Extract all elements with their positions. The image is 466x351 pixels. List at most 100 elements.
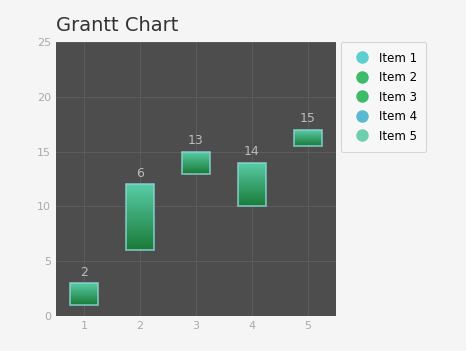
Bar [126, 210, 154, 211]
Bar [238, 192, 266, 193]
Text: 14: 14 [244, 145, 260, 158]
Bar [126, 225, 154, 226]
Bar [238, 184, 266, 185]
Bar [126, 220, 154, 221]
Bar [126, 232, 154, 233]
Bar [238, 181, 266, 182]
Bar [126, 214, 154, 215]
Bar [126, 226, 154, 227]
Bar [126, 200, 154, 201]
Bar [238, 193, 266, 194]
Bar [238, 163, 266, 164]
Bar [238, 202, 266, 203]
Bar [126, 242, 154, 243]
Bar [238, 200, 266, 201]
Bar [238, 178, 266, 179]
Bar [126, 185, 154, 186]
Bar [126, 245, 154, 246]
Bar [238, 197, 266, 198]
Bar [238, 171, 266, 172]
Bar [238, 185, 266, 186]
Bar [238, 182, 266, 183]
Bar [238, 183, 266, 184]
Text: 13: 13 [188, 134, 204, 147]
Bar [126, 186, 154, 187]
Bar [238, 194, 266, 195]
Bar [238, 205, 266, 206]
Bar [238, 191, 266, 192]
Bar [126, 205, 154, 206]
Bar [238, 170, 266, 171]
Bar [126, 192, 154, 193]
Bar [238, 190, 266, 191]
Bar [238, 186, 266, 187]
Bar [238, 176, 266, 177]
Bar [126, 198, 154, 199]
Text: 6: 6 [136, 167, 144, 180]
Bar [126, 222, 154, 223]
Bar [238, 195, 266, 196]
Bar [126, 204, 154, 205]
Bar [238, 163, 266, 206]
Text: Grantt Chart: Grantt Chart [56, 16, 178, 35]
Bar [126, 249, 154, 250]
Bar [126, 247, 154, 248]
Bar [126, 215, 154, 216]
Bar [238, 164, 266, 165]
Bar [126, 206, 154, 207]
Bar [238, 188, 266, 189]
Text: 2: 2 [80, 266, 88, 279]
Bar [238, 180, 266, 181]
Bar [126, 217, 154, 218]
Bar [126, 194, 154, 195]
Bar [126, 202, 154, 203]
Bar [126, 188, 154, 190]
Bar [238, 179, 266, 180]
Bar [126, 193, 154, 194]
Bar [126, 209, 154, 210]
Bar [238, 175, 266, 176]
Bar [238, 169, 266, 170]
Bar [126, 243, 154, 244]
Bar [238, 173, 266, 174]
Bar [238, 189, 266, 190]
Bar [238, 166, 266, 167]
Bar [294, 130, 322, 146]
Bar [126, 203, 154, 204]
Bar [238, 174, 266, 175]
Bar [238, 187, 266, 188]
Bar [126, 236, 154, 237]
Bar [182, 152, 210, 173]
Bar [126, 241, 154, 242]
Bar [126, 244, 154, 245]
Bar [238, 172, 266, 173]
Bar [126, 191, 154, 192]
Bar [126, 218, 154, 219]
Bar [238, 196, 266, 197]
Bar [126, 195, 154, 196]
Bar [126, 238, 154, 239]
Bar [238, 201, 266, 202]
Bar [238, 198, 266, 199]
Bar [126, 199, 154, 200]
Bar [126, 233, 154, 234]
Bar [126, 219, 154, 220]
Bar [126, 231, 154, 232]
Bar [126, 239, 154, 240]
Bar [238, 167, 266, 168]
Bar [126, 185, 154, 250]
Bar [126, 212, 154, 213]
Bar [238, 174, 266, 175]
Bar [126, 224, 154, 225]
Bar [126, 237, 154, 238]
Bar [126, 196, 154, 197]
Bar [238, 177, 266, 178]
Bar [126, 197, 154, 198]
Bar [126, 229, 154, 230]
Bar [126, 221, 154, 222]
Bar [126, 230, 154, 231]
Text: 15: 15 [300, 112, 315, 125]
Bar [126, 223, 154, 224]
Bar [126, 228, 154, 229]
Bar [126, 213, 154, 214]
